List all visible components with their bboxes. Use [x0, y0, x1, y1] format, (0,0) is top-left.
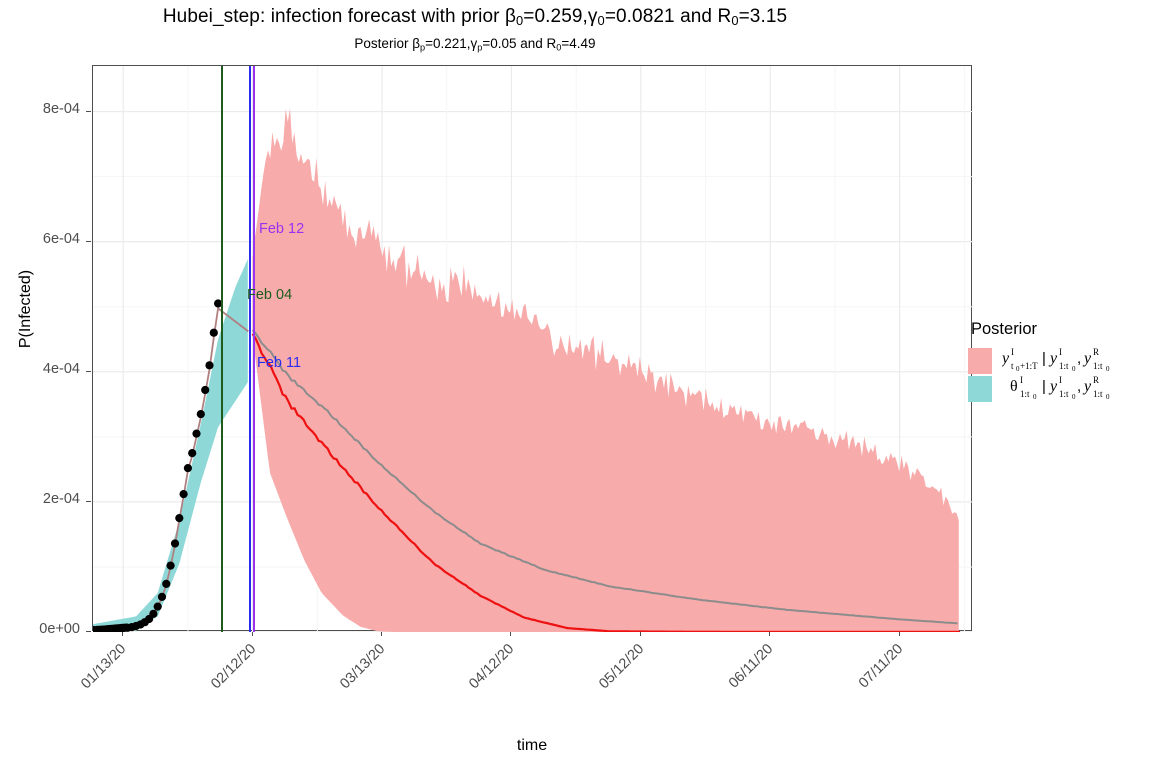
- svg-text:0: 0: [1033, 393, 1037, 400]
- svg-text:1:t: 1:t: [1020, 389, 1030, 399]
- y-tick-label: 8e-04: [0, 101, 80, 117]
- data-point: [192, 430, 200, 438]
- legend-title: Posterior: [971, 320, 1152, 339]
- data-point: [184, 464, 192, 472]
- data-point: [167, 562, 175, 570]
- svg-text:I: I: [1059, 375, 1062, 385]
- annotation-label: Feb 12: [259, 221, 304, 237]
- y-tick-mark: [86, 241, 91, 242]
- legend-label-forecast: y It 0 +1:T | y I 1:t 0, y R 1:t 0: [1002, 346, 1120, 376]
- svg-text:y: y: [1082, 350, 1092, 367]
- y-tick-mark: [86, 501, 91, 502]
- svg-text:R: R: [1093, 347, 1099, 357]
- svg-text:|: |: [1042, 378, 1046, 395]
- svg-text:,: ,: [1077, 350, 1081, 367]
- svg-text:1:t: 1:t: [1093, 389, 1103, 399]
- svg-text:0: 0: [1106, 365, 1110, 372]
- legend: Posterior yIt0+1:T|yI1:t0,yR1:t0 θI1:t0|…: [968, 320, 1152, 403]
- y-tick-label: 4e-04: [0, 361, 80, 377]
- svg-text:1:t: 1:t: [1059, 361, 1069, 371]
- plot-panel: [92, 65, 972, 631]
- annotation-label: Feb 04: [247, 287, 292, 303]
- svg-text:I: I: [1011, 347, 1014, 357]
- legend-item-forecast[interactable]: y It 0 +1:T | y I 1:t 0, y R 1:t 0: [968, 347, 1152, 375]
- data-point: [158, 593, 166, 601]
- data-point: [162, 580, 170, 588]
- data-point: [123, 624, 131, 632]
- x-tick-label: 05/12/20: [585, 641, 647, 703]
- svg-text:0: 0: [1072, 365, 1076, 372]
- x-tick-label: 07/11/20: [844, 641, 906, 703]
- svg-text:1:t: 1:t: [1093, 361, 1103, 371]
- legend-label-fitted: θ I 1:t 0 | y I 1:t 0, y R 1:t 0: [1002, 374, 1120, 404]
- svg-text:t: t: [1011, 361, 1014, 371]
- chart-subtitle: Posterior βp=0.221,γp=0.05 and R0=4.49: [0, 36, 950, 52]
- y-tick-mark: [86, 111, 91, 112]
- chart-title: Hubei_step: infection forecast with prio…: [0, 6, 950, 28]
- y-tick-label: 2e-04: [0, 491, 80, 507]
- data-point: [214, 299, 222, 307]
- annotation-label: Feb 11: [257, 355, 301, 371]
- chart-root: Hubei_step: infection forecast with prio…: [0, 0, 1152, 768]
- data-point: [201, 386, 209, 394]
- data-point: [197, 410, 205, 418]
- data-point: [175, 514, 183, 522]
- x-tick-label: 02/12/20: [197, 641, 259, 703]
- svg-text:|: |: [1042, 350, 1046, 367]
- x-tick-label: 01/13/20: [67, 641, 129, 703]
- y-tick-mark: [86, 631, 91, 632]
- x-tick-label: 03/13/20: [326, 641, 388, 703]
- svg-text:y: y: [1082, 378, 1092, 395]
- x-axis-label: time: [92, 737, 972, 755]
- svg-text:1:t: 1:t: [1059, 389, 1069, 399]
- svg-text:I: I: [1020, 375, 1023, 385]
- svg-text:+1:T: +1:T: [1020, 361, 1038, 371]
- data-point: [180, 490, 188, 498]
- data-point: [154, 603, 162, 611]
- y-tick-label: 6e-04: [0, 231, 80, 247]
- x-tick-label: 04/12/20: [456, 641, 518, 703]
- y-tick-mark: [86, 371, 91, 372]
- forecast-credible-band: [253, 108, 959, 632]
- svg-text:,: ,: [1077, 378, 1081, 395]
- svg-text:I: I: [1059, 347, 1062, 357]
- x-tick-label: 06/11/20: [714, 641, 776, 703]
- svg-text:R: R: [1093, 375, 1099, 385]
- svg-text:θ: θ: [1010, 378, 1018, 395]
- data-point: [205, 361, 213, 369]
- svg-text:y: y: [1048, 378, 1058, 395]
- legend-item-fitted[interactable]: θ I 1:t 0 | y I 1:t 0, y R 1:t 0: [968, 375, 1152, 403]
- svg-text:y: y: [1048, 350, 1058, 367]
- svg-text:0: 0: [1072, 393, 1076, 400]
- legend-swatch-fitted: [968, 376, 992, 402]
- data-point: [171, 539, 179, 547]
- data-point: [149, 610, 157, 618]
- plot-area: [93, 66, 973, 632]
- fitted-credible-band: [93, 259, 248, 632]
- svg-text:0: 0: [1106, 393, 1110, 400]
- legend-swatch-forecast: [968, 348, 992, 374]
- data-point: [188, 449, 196, 457]
- data-point: [210, 329, 218, 337]
- y-tick-label: 0e+00: [0, 621, 80, 637]
- svg-text:y: y: [1002, 350, 1010, 367]
